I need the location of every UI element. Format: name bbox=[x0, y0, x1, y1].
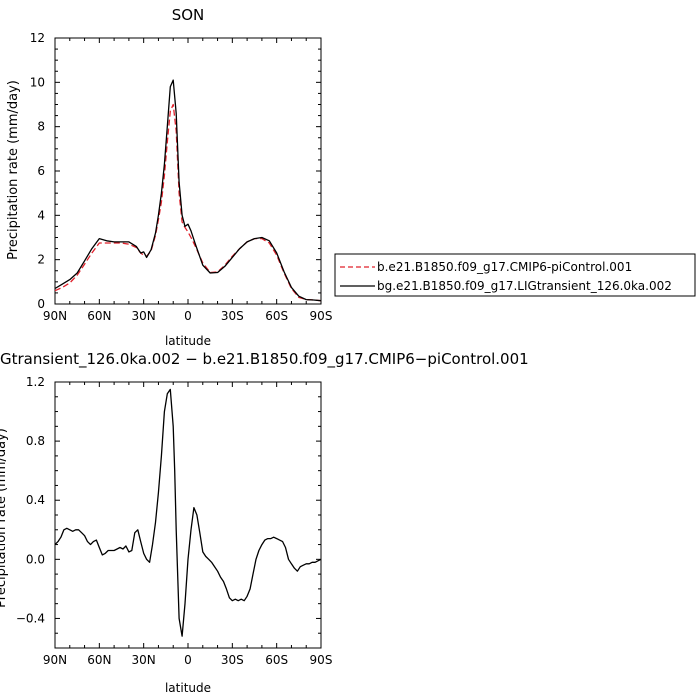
legend-label-control: b.e21.B1850.f09_g17.CMIP6-piControl.001 bbox=[377, 260, 632, 274]
top-y-axis-label: Precipitation rate (mm/day) bbox=[6, 80, 21, 260]
top-panel: SON latitude Precipitation rate (mm/day)… bbox=[6, 6, 332, 348]
bottom-panel: Gtransient_126.0ka.002 − b.e21.B1850.f09… bbox=[0, 350, 529, 695]
top-y-tick-label: 6 bbox=[37, 164, 45, 178]
bottom-x-axis-label: latitude bbox=[165, 681, 211, 695]
top-y-tick-label: 8 bbox=[37, 120, 45, 134]
bottom-x-tick-label: 60S bbox=[265, 653, 288, 667]
bottom-x-tick-label: 30S bbox=[221, 653, 244, 667]
bottom-plot-frame bbox=[54, 381, 322, 649]
top-x-tick-label: 60N bbox=[87, 309, 111, 323]
top-y-tick-label: 0 bbox=[37, 297, 45, 311]
bottom-x-tick-label: 0 bbox=[184, 653, 192, 667]
top-x-tick-label: 30S bbox=[221, 309, 244, 323]
bottom-chart-title: Gtransient_126.0ka.002 − b.e21.B1850.f09… bbox=[0, 350, 529, 369]
top-chart-title: SON bbox=[172, 6, 205, 24]
top-x-tick-label: 90N bbox=[43, 309, 67, 323]
bottom-y-tick-label: 0.8 bbox=[26, 434, 45, 448]
top-x-tick-label: 30N bbox=[132, 309, 156, 323]
top-x-axis-label: latitude bbox=[165, 334, 211, 348]
bottom-y-axis-label: Precipitation rate (mm/day) bbox=[0, 428, 9, 608]
top-series-line-0 bbox=[54, 103, 322, 302]
bottom-y-tick-label: 0.0 bbox=[26, 552, 45, 566]
top-series-line-1 bbox=[54, 79, 322, 302]
bottom-series-line-0 bbox=[54, 388, 322, 637]
bottom-x-tick-label: 90N bbox=[43, 653, 67, 667]
bottom-x-tick-label: 30N bbox=[132, 653, 156, 667]
bottom-x-tick-label: 60N bbox=[87, 653, 111, 667]
legend-label-transient: bg.e21.B1850.f09_g17.LIGtransient_126.0k… bbox=[377, 279, 672, 293]
bottom-y-tick-label: 1.2 bbox=[26, 375, 45, 389]
bottom-y-tick-label: 0.4 bbox=[26, 493, 45, 507]
top-y-tick-label: 12 bbox=[30, 31, 45, 45]
top-x-tick-label: 90S bbox=[310, 309, 333, 323]
legend-box bbox=[334, 253, 696, 297]
top-x-tick-label: 0 bbox=[184, 309, 192, 323]
top-x-tick-label: 60S bbox=[265, 309, 288, 323]
top-y-tick-label: 4 bbox=[37, 208, 45, 222]
legend: b.e21.B1850.f09_g17.CMIP6-piControl.001 … bbox=[334, 253, 696, 297]
bottom-x-tick-label: 90S bbox=[310, 653, 333, 667]
top-y-tick-label: 10 bbox=[30, 75, 45, 89]
top-y-tick-label: 2 bbox=[37, 253, 45, 267]
bottom-y-tick-label: −0.4 bbox=[16, 611, 45, 625]
